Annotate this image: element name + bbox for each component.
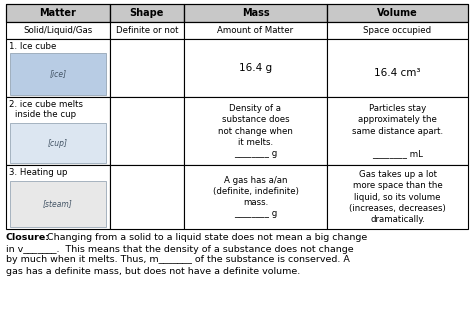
Bar — [184, 97, 327, 165]
Text: gas has a definite mass, but does not have a definite volume.: gas has a definite mass, but does not ha… — [6, 267, 300, 275]
Bar — [10, 181, 106, 227]
Text: 16.4 cm³: 16.4 cm³ — [374, 68, 421, 78]
Bar — [6, 4, 110, 22]
Text: Density of a
substance does
not change when
it melts.
________ g: Density of a substance does not change w… — [218, 104, 293, 158]
Text: [ice]: [ice] — [49, 69, 66, 79]
Bar — [327, 97, 468, 165]
Text: Volume: Volume — [377, 8, 418, 18]
Text: Amount of Matter: Amount of Matter — [218, 26, 293, 35]
Text: 1. Ice cube: 1. Ice cube — [9, 42, 56, 51]
Bar — [6, 4, 110, 22]
Text: [steam]: [steam] — [43, 199, 73, 209]
Bar — [10, 123, 106, 163]
Bar — [184, 39, 327, 97]
Bar — [327, 39, 468, 97]
Bar — [110, 39, 184, 97]
Text: Space occupied: Space occupied — [364, 26, 432, 35]
Bar — [110, 97, 184, 165]
Text: A gas has a/an
(definite, indefinite)
mass.
________ g: A gas has a/an (definite, indefinite) ma… — [212, 176, 299, 218]
Text: Solid/Liquid/Gas: Solid/Liquid/Gas — [23, 26, 92, 35]
Text: Changing from a solid to a liquid state does not mean a big change: Changing from a solid to a liquid state … — [44, 234, 367, 243]
Bar — [110, 4, 184, 22]
Bar — [327, 4, 468, 22]
Bar — [327, 4, 468, 22]
Bar — [327, 22, 468, 39]
Text: 16.4 g: 16.4 g — [239, 63, 272, 73]
Text: Mass: Mass — [242, 8, 269, 18]
Text: 3. Heating up: 3. Heating up — [9, 168, 67, 177]
Text: 2. ice cube melts
inside the cup: 2. ice cube melts inside the cup — [9, 100, 83, 120]
Bar — [110, 4, 184, 22]
Bar — [6, 22, 110, 39]
Bar — [6, 165, 110, 229]
Bar — [10, 53, 106, 95]
Text: in v_______.  This means that the density of a substance does not change: in v_______. This means that the density… — [6, 244, 354, 254]
Bar — [6, 97, 110, 165]
Text: Gas takes up a lot
more space than the
liquid, so its volume
(increases, decreas: Gas takes up a lot more space than the l… — [349, 170, 446, 224]
Bar — [110, 165, 184, 229]
Bar — [6, 39, 110, 97]
Text: Particles stay
approximately the
same distance apart.

________ mL: Particles stay approximately the same di… — [352, 104, 443, 158]
Text: Shape: Shape — [130, 8, 164, 18]
Bar — [184, 4, 327, 22]
Text: Matter: Matter — [39, 8, 76, 18]
Bar — [184, 22, 327, 39]
Text: [cup]: [cup] — [48, 139, 68, 147]
Text: Closure:: Closure: — [6, 234, 50, 243]
Bar — [184, 4, 327, 22]
Text: Definite or not: Definite or not — [116, 26, 178, 35]
Bar — [327, 165, 468, 229]
Text: by much when it melts. Thus, m_______ of the substance is conserved. A: by much when it melts. Thus, m_______ of… — [6, 256, 350, 264]
Bar — [184, 165, 327, 229]
Bar — [110, 22, 184, 39]
